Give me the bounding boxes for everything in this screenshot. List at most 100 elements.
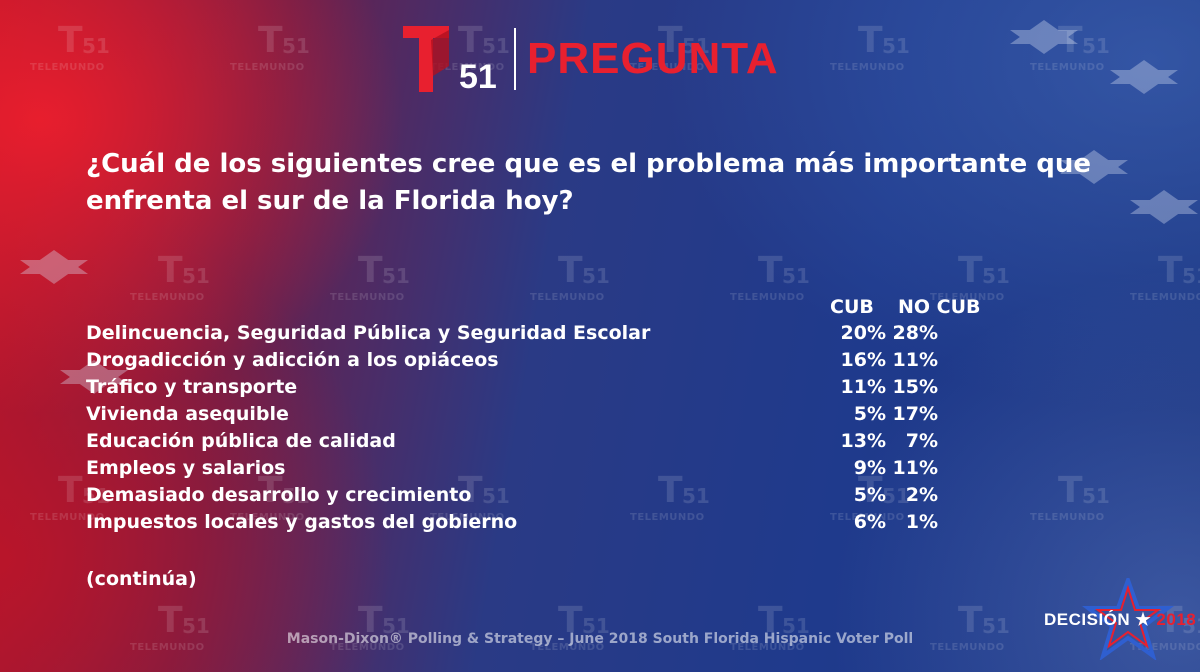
watermark-t-icon: T: [58, 470, 83, 511]
watermark-brand: TELEMUNDO: [1030, 512, 1105, 523]
table-row: Impuestos locales y gastos del gobierno …: [86, 511, 986, 538]
row-value-no-cub: 11%: [892, 349, 938, 371]
decision-2018-badge: [1082, 578, 1174, 660]
watermark-t-icon: T: [358, 250, 383, 291]
watermark-brand: TELEMUNDO: [530, 642, 605, 653]
watermark-number: 51: [582, 614, 610, 638]
row-value-cub: 6%: [853, 511, 886, 533]
watermark-brand: TELEMUNDO: [530, 292, 605, 303]
row-value-no-cub: 7%: [905, 430, 938, 452]
watermark-t-icon: T: [1058, 470, 1083, 511]
row-value-cub: 9%: [853, 457, 886, 479]
row-value-cub: 13%: [840, 430, 886, 452]
row-value-cub: 16%: [840, 349, 886, 371]
watermark-number: 51: [282, 484, 310, 508]
watermark-t-icon: T: [258, 20, 283, 61]
watermark-brand: TELEMUNDO: [30, 512, 105, 523]
watermark-t-icon: T: [858, 470, 883, 511]
watermark-brand: TELEMUNDO: [930, 292, 1005, 303]
watermark-number: 51: [482, 34, 510, 58]
question-text: ¿Cuál de los siguientes cree que es el p…: [86, 149, 1092, 216]
watermark-brand: TELEMUNDO: [730, 292, 805, 303]
watermark-brand: TELEMUNDO: [230, 512, 305, 523]
watermark-brand: TELEMUNDO: [130, 292, 205, 303]
table-row: Tráfico y transporte 11% 15%: [86, 376, 986, 403]
watermark-number: 51: [1082, 34, 1110, 58]
watermark-number: 51: [182, 614, 210, 638]
star-decoration: [20, 250, 88, 284]
watermark-brand: TELEMUNDO: [330, 642, 405, 653]
table-row: Drogadicción y adicción a los opiáceos 1…: [86, 349, 986, 376]
results-table: Delincuencia, Seguridad Pública y Seguri…: [86, 322, 986, 538]
watermark-brand: TELEMUNDO: [930, 642, 1005, 653]
watermark-t-icon: T: [758, 250, 783, 291]
watermark-brand: TELEMUNDO: [130, 642, 205, 653]
watermark-t-icon: T: [1158, 250, 1183, 291]
row-value-no-cub: 28%: [892, 322, 938, 344]
watermark-t-icon: T: [158, 250, 183, 291]
row-value-no-cub: 2%: [905, 484, 938, 506]
watermark-t-icon: T: [758, 600, 783, 641]
watermark-t-icon: T: [658, 470, 683, 511]
row-label: Drogadicción y adicción a los opiáceos: [86, 349, 499, 371]
watermark-t-icon: T: [558, 250, 583, 291]
watermark-brand: TELEMUNDO: [730, 642, 805, 653]
row-label: Tráfico y transporte: [86, 376, 298, 398]
watermark-number: 51: [182, 264, 210, 288]
watermark-t-icon: T: [458, 20, 483, 61]
column-header-cub: CUB: [830, 296, 874, 318]
watermark-t-icon: T: [958, 250, 983, 291]
watermark-t-icon: T: [958, 600, 983, 641]
watermark-number: 51: [582, 264, 610, 288]
watermark-number: 51: [882, 484, 910, 508]
row-value-no-cub: 1%: [905, 511, 938, 533]
row-value-no-cub: 15%: [892, 376, 938, 398]
watermark-t-icon: T: [1058, 20, 1083, 61]
table-row: Vivienda asequible 5% 17%: [86, 403, 986, 430]
row-value-cub: 5%: [853, 403, 886, 425]
logo-number: 51: [459, 58, 497, 92]
watermark-t-icon: T: [358, 600, 383, 641]
watermark-brand: TELEMUNDO: [630, 62, 705, 73]
star-icon: ★: [1135, 610, 1152, 629]
watermark-number: 51: [882, 34, 910, 58]
watermark-brand: TELEMUNDO: [330, 292, 405, 303]
watermark-brand: TELEMUNDO: [430, 512, 505, 523]
watermark-number: 51: [782, 264, 810, 288]
watermark-number: 51: [782, 614, 810, 638]
row-value-cub: 5%: [853, 484, 886, 506]
row-label: Empleos y salarios: [86, 457, 286, 479]
watermark-brand: TELEMUNDO: [630, 512, 705, 523]
watermark-number: 51: [382, 264, 410, 288]
watermark-brand: TELEMUNDO: [830, 62, 905, 73]
watermark-number: 51: [982, 264, 1010, 288]
row-label: Impuestos locales y gastos del gobierno: [86, 511, 518, 533]
row-value-no-cub: 11%: [892, 457, 938, 479]
row-value-cub: 20%: [840, 322, 886, 344]
watermark-number: 51: [382, 614, 410, 638]
watermark-number: 51: [682, 34, 710, 58]
watermark-number: 51: [1182, 264, 1200, 288]
watermark-brand: TELEMUNDO: [1030, 62, 1105, 73]
row-value-no-cub: 17%: [892, 403, 938, 425]
